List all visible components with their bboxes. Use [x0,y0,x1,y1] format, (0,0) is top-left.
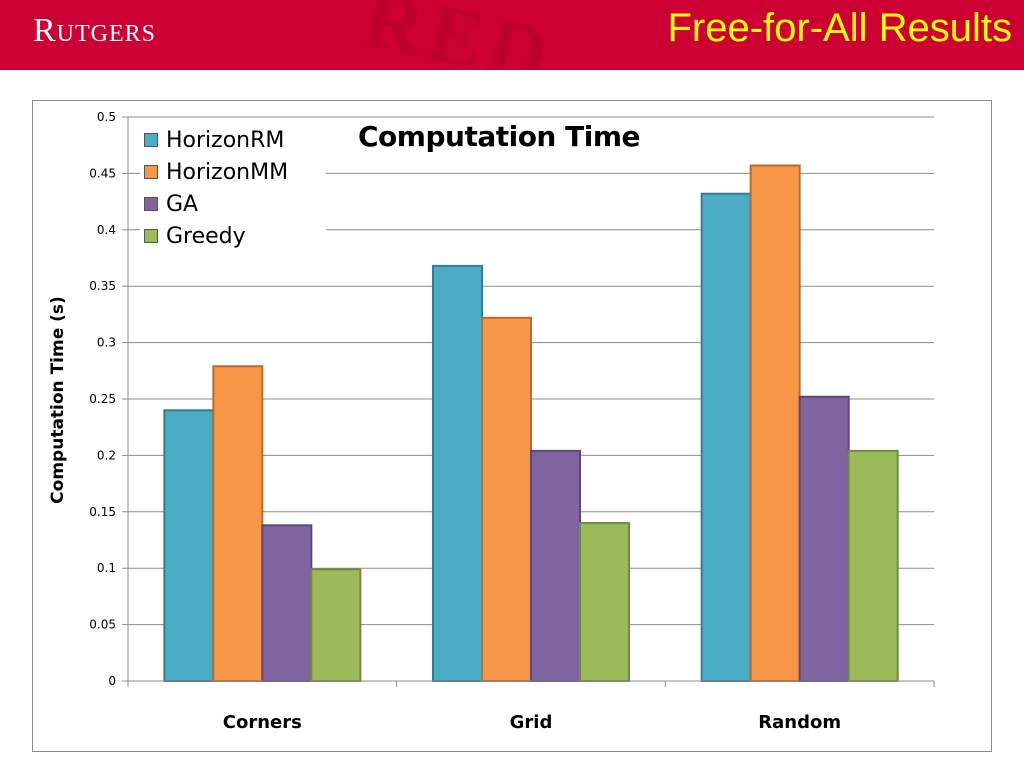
bar-greedy-random [847,449,899,682]
chart-legend: HorizonRM HorizonMM GA Greedy [140,122,326,254]
bar-horizonrm-random [700,192,752,682]
legend-item-greedy: Greedy [144,220,322,252]
y-tick-label: 0.45 [89,166,116,180]
legend-label: HorizonRM [166,127,285,153]
legend-label: Greedy [166,223,246,249]
legend-swatch-ga [144,197,158,211]
y-tick-label: 0.15 [89,505,116,519]
legend-item-horizonmm: HorizonMM [144,156,322,188]
legend-item-ga: GA [144,188,322,220]
bar-horizonmm-random [749,164,801,682]
bar-ga-random [798,395,850,682]
bar-horizonmm-corners [212,365,264,682]
legend-swatch-horizonmm [144,165,158,179]
y-tick-label: 0.5 [97,110,116,124]
bar-horizonmm-grid [481,316,532,682]
bars [163,164,899,683]
y-tick-label: 0.2 [97,448,116,462]
bar-horizonrm-corners [163,409,215,682]
rutgers-logo: Rutgers [33,12,157,49]
x-tick-label: Random [758,712,841,733]
bar-greedy-corners [310,568,362,682]
x-tick-label: Grid [510,712,553,733]
x-tick-label: Corners [223,712,302,733]
slide-header: RED Rutgers Free-for-All Results [0,0,1024,70]
bar-horizonrm-grid [432,264,483,682]
legend-swatch-greedy [144,229,158,243]
axes [122,116,935,687]
y-tick-label: 0.4 [97,223,116,237]
y-tick-label: 0 [108,674,116,688]
legend-swatch-horizonrm [144,133,158,147]
legend-item-horizonrm: HorizonRM [144,124,322,156]
y-tick-label: 0.35 [89,279,116,293]
axis-labels: 0 0.05 0.1 0.15 0.2 0.25 0.3 0.35 0.4 0.45 0.5 Corn… [89,110,841,733]
bar-ga-grid [530,449,581,682]
bar-greedy-grid [579,522,630,683]
y-tick-label: 0.3 [97,336,116,350]
y-tick-label: 0.25 [89,392,116,406]
y-tick-label: 0.1 [97,561,116,575]
y-tick-label: 0.05 [89,618,116,632]
bar-ga-corners [261,524,313,682]
legend-label: GA [166,191,199,217]
slide-title: Free-for-All Results [667,6,1012,50]
legend-label: HorizonMM [166,159,289,185]
chart-title: Computation Time [358,120,640,153]
y-axis-label: Computation Time (s) [48,296,68,504]
